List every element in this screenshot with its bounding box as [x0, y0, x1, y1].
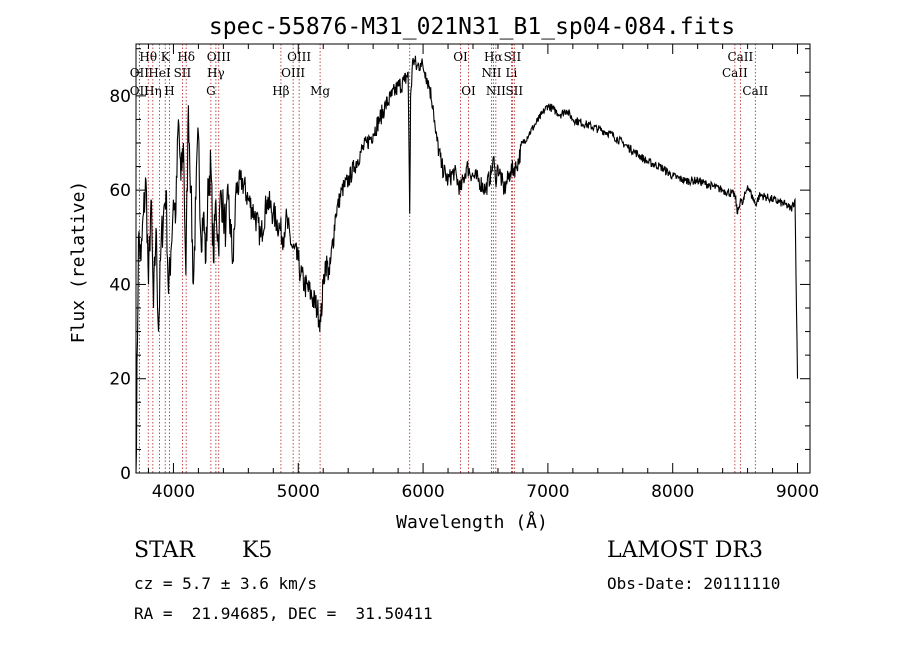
line-marker-label: HeI [148, 66, 171, 80]
line-marker-label: H [164, 84, 174, 98]
x-tick-label: 7000 [526, 482, 569, 502]
line-marker-label: Hη [144, 84, 162, 98]
line-marker-label: CaII [722, 66, 748, 80]
line-marker-label: NII [486, 84, 506, 98]
line-marker-label: OII [130, 84, 150, 98]
subclass: K5 [242, 538, 273, 563]
x-tick-label: 9000 [776, 482, 819, 502]
y-tick-label: 0 [120, 464, 131, 484]
redshift-text: cz = 5.7 ± 3.6 km/s [134, 574, 318, 593]
axis-layer: 4000 5000 6000 7000 8000 9000 0 20 40 60 80 [109, 44, 819, 502]
x-tick-label: 4000 [152, 482, 195, 502]
chart-title: spec-55876-M31_021N31_B1_sp04-084.fits [209, 14, 735, 40]
line-marker-label: Hδ [177, 50, 195, 64]
object-class: STAR [134, 538, 195, 563]
line-marker-label: G [206, 84, 216, 98]
line-marker-label: CaII [727, 50, 753, 64]
line-marker-label: K [161, 50, 171, 64]
line-marker-layer: OIIOIIHθHηHeIKHSIIHδGHγOIIIHβOIIIOIIIMgO… [130, 44, 768, 473]
line-marker-label: SII [174, 66, 192, 80]
x-tick-label: 5000 [277, 482, 320, 502]
line-marker-label: Hβ [272, 84, 289, 98]
spectrum-line [135, 55, 799, 474]
line-marker-label: OIII [287, 50, 311, 64]
line-marker-label: SII [504, 50, 522, 64]
line-marker-label: Li [506, 66, 518, 80]
y-tick-label: 60 [109, 181, 131, 201]
line-marker-label: OI [461, 84, 476, 98]
line-marker-label: Hγ [207, 66, 225, 80]
coordinates: RA = 21.94685, DEC = 31.50411 [134, 604, 433, 623]
line-marker-label: Mg [310, 84, 330, 98]
obs-date: Obs-Date: 20111110 [607, 574, 781, 593]
y-axis-label: Flux (relative) [68, 181, 89, 344]
x-tick-label: 8000 [651, 482, 694, 502]
plot-frame [135, 43, 811, 474]
line-marker-label: OIII [207, 50, 231, 64]
y-tick-label: 20 [109, 370, 131, 390]
line-marker-label: CaII [742, 84, 768, 98]
line-marker-label: Hθ [139, 50, 157, 64]
y-tick-label: 40 [109, 275, 131, 295]
line-marker-label: OI [453, 50, 468, 64]
survey-label: LAMOST DR3 [607, 538, 763, 563]
line-marker-label: SII [505, 84, 523, 98]
y-tick-label: 80 [109, 87, 131, 107]
x-tick-label: 6000 [401, 482, 444, 502]
line-marker-label: OIII [281, 66, 305, 80]
line-marker-label: NII [481, 66, 501, 80]
line-marker-label: Hα [484, 50, 503, 64]
x-axis-label: Wavelength (Å) [396, 511, 548, 533]
